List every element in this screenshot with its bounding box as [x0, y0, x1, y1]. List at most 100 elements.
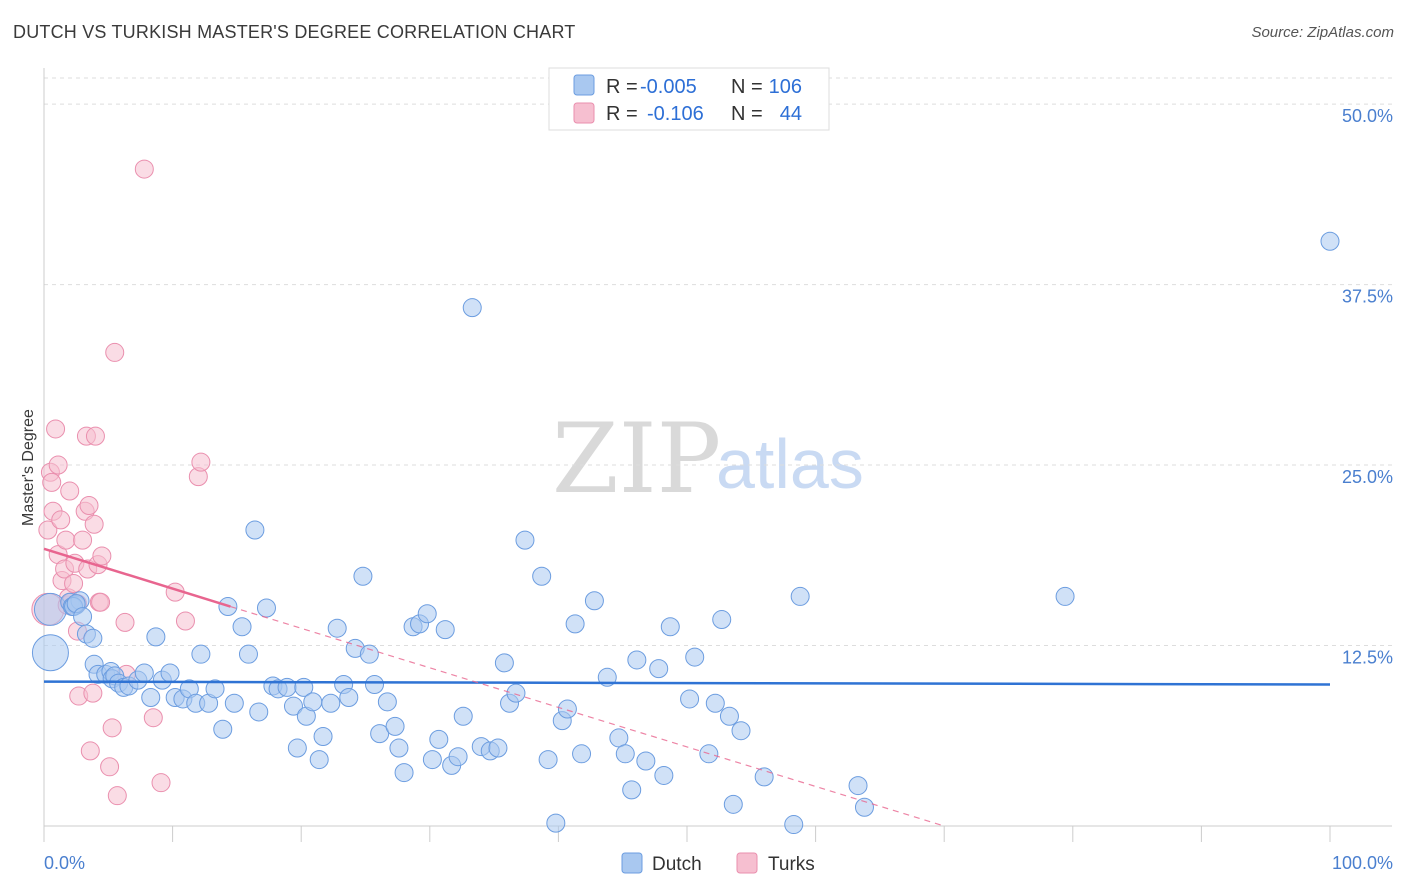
turks-point-3 — [42, 472, 62, 492]
turks-point-35 — [102, 718, 122, 738]
y-tick-label-3: 50.0% — [1342, 106, 1393, 126]
dutch-point-91 — [615, 744, 635, 764]
dutch-point-80 — [515, 530, 535, 550]
dutch-point-54 — [339, 688, 359, 708]
dutch-point-97 — [660, 617, 680, 637]
dutch-point-92 — [622, 780, 642, 800]
dutch-point-90 — [609, 728, 629, 748]
turks-point-29 — [85, 426, 105, 446]
legend-n-label-dutch: N = — [731, 76, 763, 98]
y-tick-label-0: 12.5% — [1342, 648, 1393, 668]
dutch-point-33 — [213, 719, 233, 739]
dutch-point-56 — [353, 566, 373, 586]
trend-lines — [43, 547, 1331, 827]
dutch-point-102 — [712, 610, 732, 630]
watermark-zip: ZIP — [552, 403, 721, 515]
dutch-point-96 — [654, 765, 674, 785]
turks-point-38 — [115, 612, 135, 632]
turks-point-41 — [143, 708, 163, 728]
turks-point-1 — [38, 520, 58, 540]
dutch-point-25 — [160, 663, 180, 683]
dutch-point-32 — [205, 679, 225, 699]
dutch-point-107 — [784, 815, 804, 835]
dutch-point-71 — [448, 747, 468, 767]
turks-trend-extension — [230, 605, 945, 827]
dutch-point-45 — [287, 738, 307, 758]
dutch-points — [31, 231, 1340, 835]
source-label: Source: ZipAtlas.com — [1251, 24, 1394, 41]
y-tick-label-1: 25.0% — [1342, 467, 1393, 487]
bottom-legend-swatch-dutch — [621, 852, 643, 874]
dutch-point-69 — [435, 620, 455, 640]
dutch-point-30 — [191, 644, 211, 664]
turks-point-32 — [91, 592, 111, 612]
x-tick-label-min: 0.0% — [44, 853, 85, 873]
bottom-legend-label-turks: Turks — [768, 854, 815, 875]
dutch-point-67 — [422, 750, 442, 770]
dutch-point-60 — [377, 692, 397, 712]
dutch-point-21 — [134, 663, 154, 683]
turks-point-46 — [191, 452, 211, 472]
dutch-point-82 — [538, 750, 558, 770]
dutch-point-62 — [389, 738, 409, 758]
dutch-point-50 — [313, 726, 333, 746]
turks-trend-line — [43, 547, 231, 608]
dutch-point-37 — [238, 644, 258, 664]
dutch-point-86 — [565, 614, 585, 634]
dutch-point-95 — [649, 659, 669, 679]
dutch-point-63 — [394, 763, 414, 783]
dutch-point-66 — [417, 604, 437, 624]
turks-point-21 — [73, 530, 93, 550]
gridlines — [44, 77, 1392, 647]
dutch-point-88 — [584, 591, 604, 611]
dutch-point-22 — [141, 688, 161, 708]
turks-point-28 — [84, 514, 104, 534]
dutch-point-40 — [256, 598, 276, 618]
dutch-point-59 — [370, 724, 390, 744]
dutch-point-52 — [327, 618, 347, 638]
dutch-point-94 — [636, 751, 656, 771]
bottom-legend-label-dutch: Dutch — [652, 854, 702, 875]
dutch-point-81 — [532, 566, 552, 586]
turks-point-8 — [51, 510, 71, 530]
turks-point-16 — [64, 573, 84, 593]
dutch-point-58 — [365, 675, 385, 695]
dutch-point-51 — [321, 693, 341, 713]
legend-swatch-turks — [573, 102, 595, 124]
turks-point-44 — [175, 611, 195, 631]
dutch-point-105 — [731, 721, 751, 741]
legend-r-value-dutch: -0.005 — [640, 76, 697, 98]
turks-point-34 — [100, 757, 120, 777]
turks-point-37 — [107, 786, 127, 806]
y-tick-labels: 12.5% 25.0% 37.5% 50.0% — [1342, 106, 1393, 667]
dutch-point-110 — [854, 797, 874, 817]
dutch-point-48 — [303, 692, 323, 712]
dutch-point-87 — [572, 744, 592, 764]
dutch-point-39 — [249, 702, 269, 722]
legend-n-label-turks: N = — [731, 103, 763, 125]
dutch-point-35 — [224, 693, 244, 713]
turks-point-40 — [134, 159, 154, 179]
turks-point-25 — [79, 495, 99, 515]
watermark-atlas: atlas — [716, 425, 864, 503]
turks-point-36 — [105, 342, 125, 362]
dutch-point-61 — [385, 716, 405, 736]
dutch-point-72 — [453, 706, 473, 726]
dutch-point-68 — [429, 729, 449, 749]
legend-box — [548, 67, 830, 131]
legend: R = -0.005 N = 106 R = -0.106 N = 44 — [548, 67, 830, 131]
dutch-point-38 — [245, 520, 265, 540]
turks-point-11 — [56, 530, 76, 550]
turks-point-14 — [60, 481, 80, 501]
dutch-point-10 — [83, 628, 103, 648]
turks-point-26 — [80, 741, 100, 761]
dutch-point-99 — [685, 647, 705, 667]
legend-n-value-dutch: 106 — [769, 76, 802, 98]
dutch-point-57 — [359, 644, 379, 664]
dutch-point-23 — [146, 627, 166, 647]
legend-r-label-turks: R = — [606, 103, 638, 125]
turks-point-42 — [151, 773, 171, 793]
legend-r-value-turks: -0.106 — [647, 103, 704, 125]
dutch-point-101 — [705, 693, 725, 713]
